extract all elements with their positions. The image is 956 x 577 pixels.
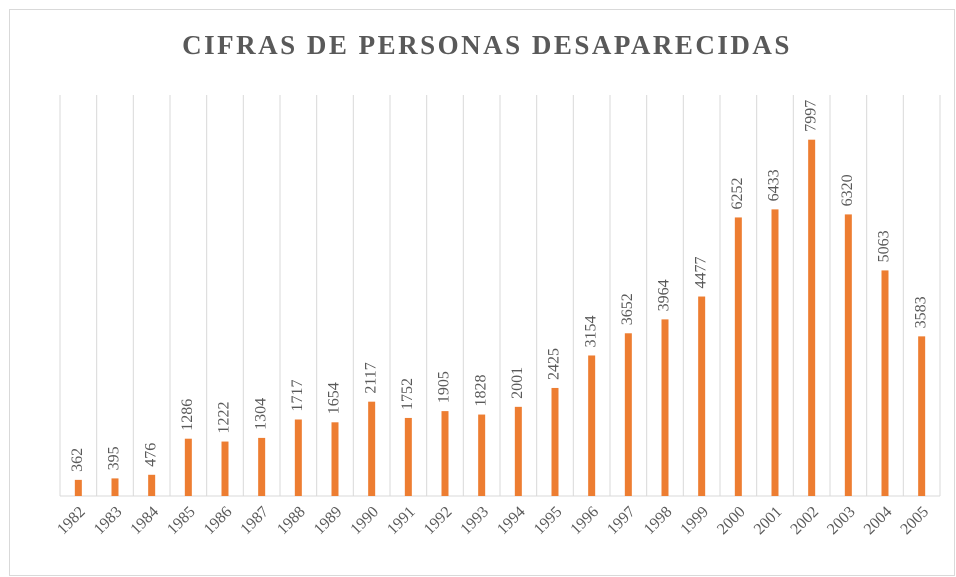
value-label: 362 <box>69 448 86 472</box>
value-label: 6320 <box>839 174 856 206</box>
bar <box>441 411 449 496</box>
value-label: 1717 <box>289 379 306 411</box>
bar <box>918 336 926 496</box>
bar <box>551 387 559 496</box>
bar <box>844 214 852 497</box>
bar <box>514 406 522 496</box>
bar <box>294 419 302 496</box>
value-label: 1752 <box>399 378 416 410</box>
bar <box>624 333 632 496</box>
value-label: 6252 <box>729 177 746 209</box>
bar <box>478 414 486 496</box>
value-label: 1286 <box>179 399 196 431</box>
bar <box>221 441 229 496</box>
bar <box>368 401 376 496</box>
value-label: 5063 <box>876 230 893 262</box>
value-label: 1905 <box>436 371 453 403</box>
value-label: 4477 <box>692 257 709 289</box>
value-label: 7997 <box>802 100 819 132</box>
value-label: 3964 <box>656 279 673 311</box>
value-label: 2001 <box>509 367 526 399</box>
value-label: 1222 <box>216 402 233 434</box>
value-label: 3652 <box>619 293 636 325</box>
bar <box>258 437 266 496</box>
value-label: 2425 <box>546 348 563 380</box>
bar <box>698 296 706 496</box>
value-label: 3154 <box>582 315 599 347</box>
bar <box>74 479 82 496</box>
bar <box>404 417 412 496</box>
bar <box>881 270 889 496</box>
value-label: 2117 <box>362 362 379 393</box>
bar <box>184 438 192 496</box>
value-label: 1654 <box>326 382 343 414</box>
bar <box>111 478 119 496</box>
value-label: 6433 <box>766 169 783 201</box>
value-label: 3583 <box>912 296 929 328</box>
value-label: 476 <box>142 443 159 467</box>
bar <box>148 474 156 496</box>
value-label: 395 <box>106 446 123 470</box>
value-label: 1304 <box>252 398 269 430</box>
bar <box>808 139 816 497</box>
bar <box>661 319 669 496</box>
bar <box>588 355 596 496</box>
bar <box>734 217 742 496</box>
value-label: 1828 <box>472 375 489 407</box>
chart-title: CIFRAS DE PERSONAS DESAPARECIDAS <box>182 30 792 60</box>
bar <box>331 422 339 496</box>
bar <box>771 209 779 496</box>
